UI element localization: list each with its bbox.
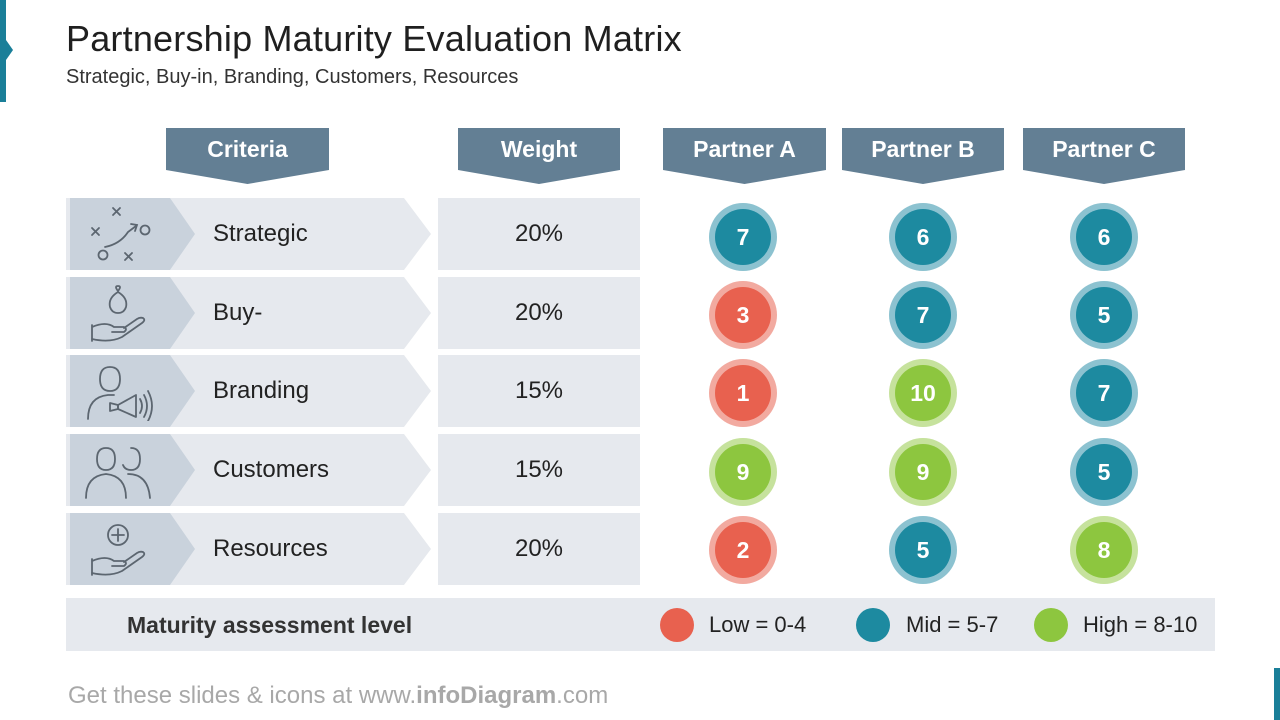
- footer-suffix: .com: [556, 682, 609, 709]
- criteria-label: Resources: [213, 535, 328, 562]
- plus-hand-icon: [91, 524, 146, 576]
- left-accent-bar: [0, 0, 6, 102]
- legend-high-dot: [1034, 608, 1068, 642]
- icon-background: [70, 277, 195, 349]
- score-buy-in-partner-a: 3: [715, 287, 771, 343]
- money-bag-hand-icon: [91, 285, 146, 342]
- criteria-label: Strategic: [213, 220, 308, 247]
- criteria-label: Customers: [213, 456, 330, 483]
- score-buy-in-partner-b: 7: [895, 287, 951, 343]
- score-resources-partner-c: 8: [1076, 522, 1132, 578]
- header-partner-a: Partner A: [663, 128, 826, 184]
- strategy-play-icon: [91, 207, 151, 261]
- icon-background: [70, 513, 195, 585]
- page-title: Partnership Maturity Evaluation Matrix: [66, 18, 682, 59]
- legend-mid-label: Mid = 5-7: [906, 612, 999, 637]
- weight-cell: 20%: [438, 277, 640, 349]
- footer-brand: infoDiagram: [416, 682, 557, 709]
- legend-low-label: Low = 0-4: [709, 612, 807, 637]
- criteria-label: Branding: [213, 377, 310, 404]
- score-strategic-partner-a: 7: [715, 209, 771, 265]
- score-branding-partner-b: 10: [895, 365, 951, 421]
- icon-background: [70, 198, 195, 270]
- score-resources-partner-b: 5: [895, 522, 951, 578]
- score-customers-partner-b: 9: [895, 444, 951, 500]
- score-branding-partner-a: 1: [715, 365, 771, 421]
- legend-low-dot: [660, 608, 694, 642]
- weight-cell: 15%: [438, 434, 640, 506]
- score-strategic-partner-b: 6: [895, 209, 951, 265]
- person-megaphone-icon: [87, 366, 153, 421]
- score-customers-partner-a: 9: [715, 444, 771, 500]
- two-people-icon: [85, 447, 151, 499]
- footer-credit: Get these slides & icons at www.infoDiag…: [68, 682, 608, 710]
- legend-mid-dot: [856, 608, 890, 642]
- footer-prefix: Get these slides & icons at www.: [68, 682, 417, 709]
- left-accent-notch: [6, 40, 13, 60]
- weight-cell: 20%: [438, 513, 640, 585]
- score-customers-partner-c: 5: [1076, 444, 1132, 500]
- header-partner-c: Partner C: [1023, 128, 1185, 184]
- legend-high-label: High = 8-10: [1083, 612, 1198, 637]
- score-strategic-partner-c: 6: [1076, 209, 1132, 265]
- score-branding-partner-c: 7: [1076, 365, 1132, 421]
- score-buy-in-partner-c: 5: [1076, 287, 1132, 343]
- right-accent-bar: [1274, 668, 1280, 720]
- page-subtitle: Strategic, Buy-in, Branding, Customers, …: [66, 66, 519, 88]
- header-weight: Weight: [458, 128, 620, 184]
- weight-cell: 20%: [438, 198, 640, 270]
- header-partner-b: Partner B: [842, 128, 1004, 184]
- legend-title: Maturity assessment level: [127, 612, 413, 638]
- weight-cell: 15%: [438, 355, 640, 427]
- header-criteria: Criteria: [166, 128, 329, 184]
- score-resources-partner-a: 2: [715, 522, 771, 578]
- legend-bar: Maturity assessment level Low = 0-4 Mid …: [66, 598, 1215, 651]
